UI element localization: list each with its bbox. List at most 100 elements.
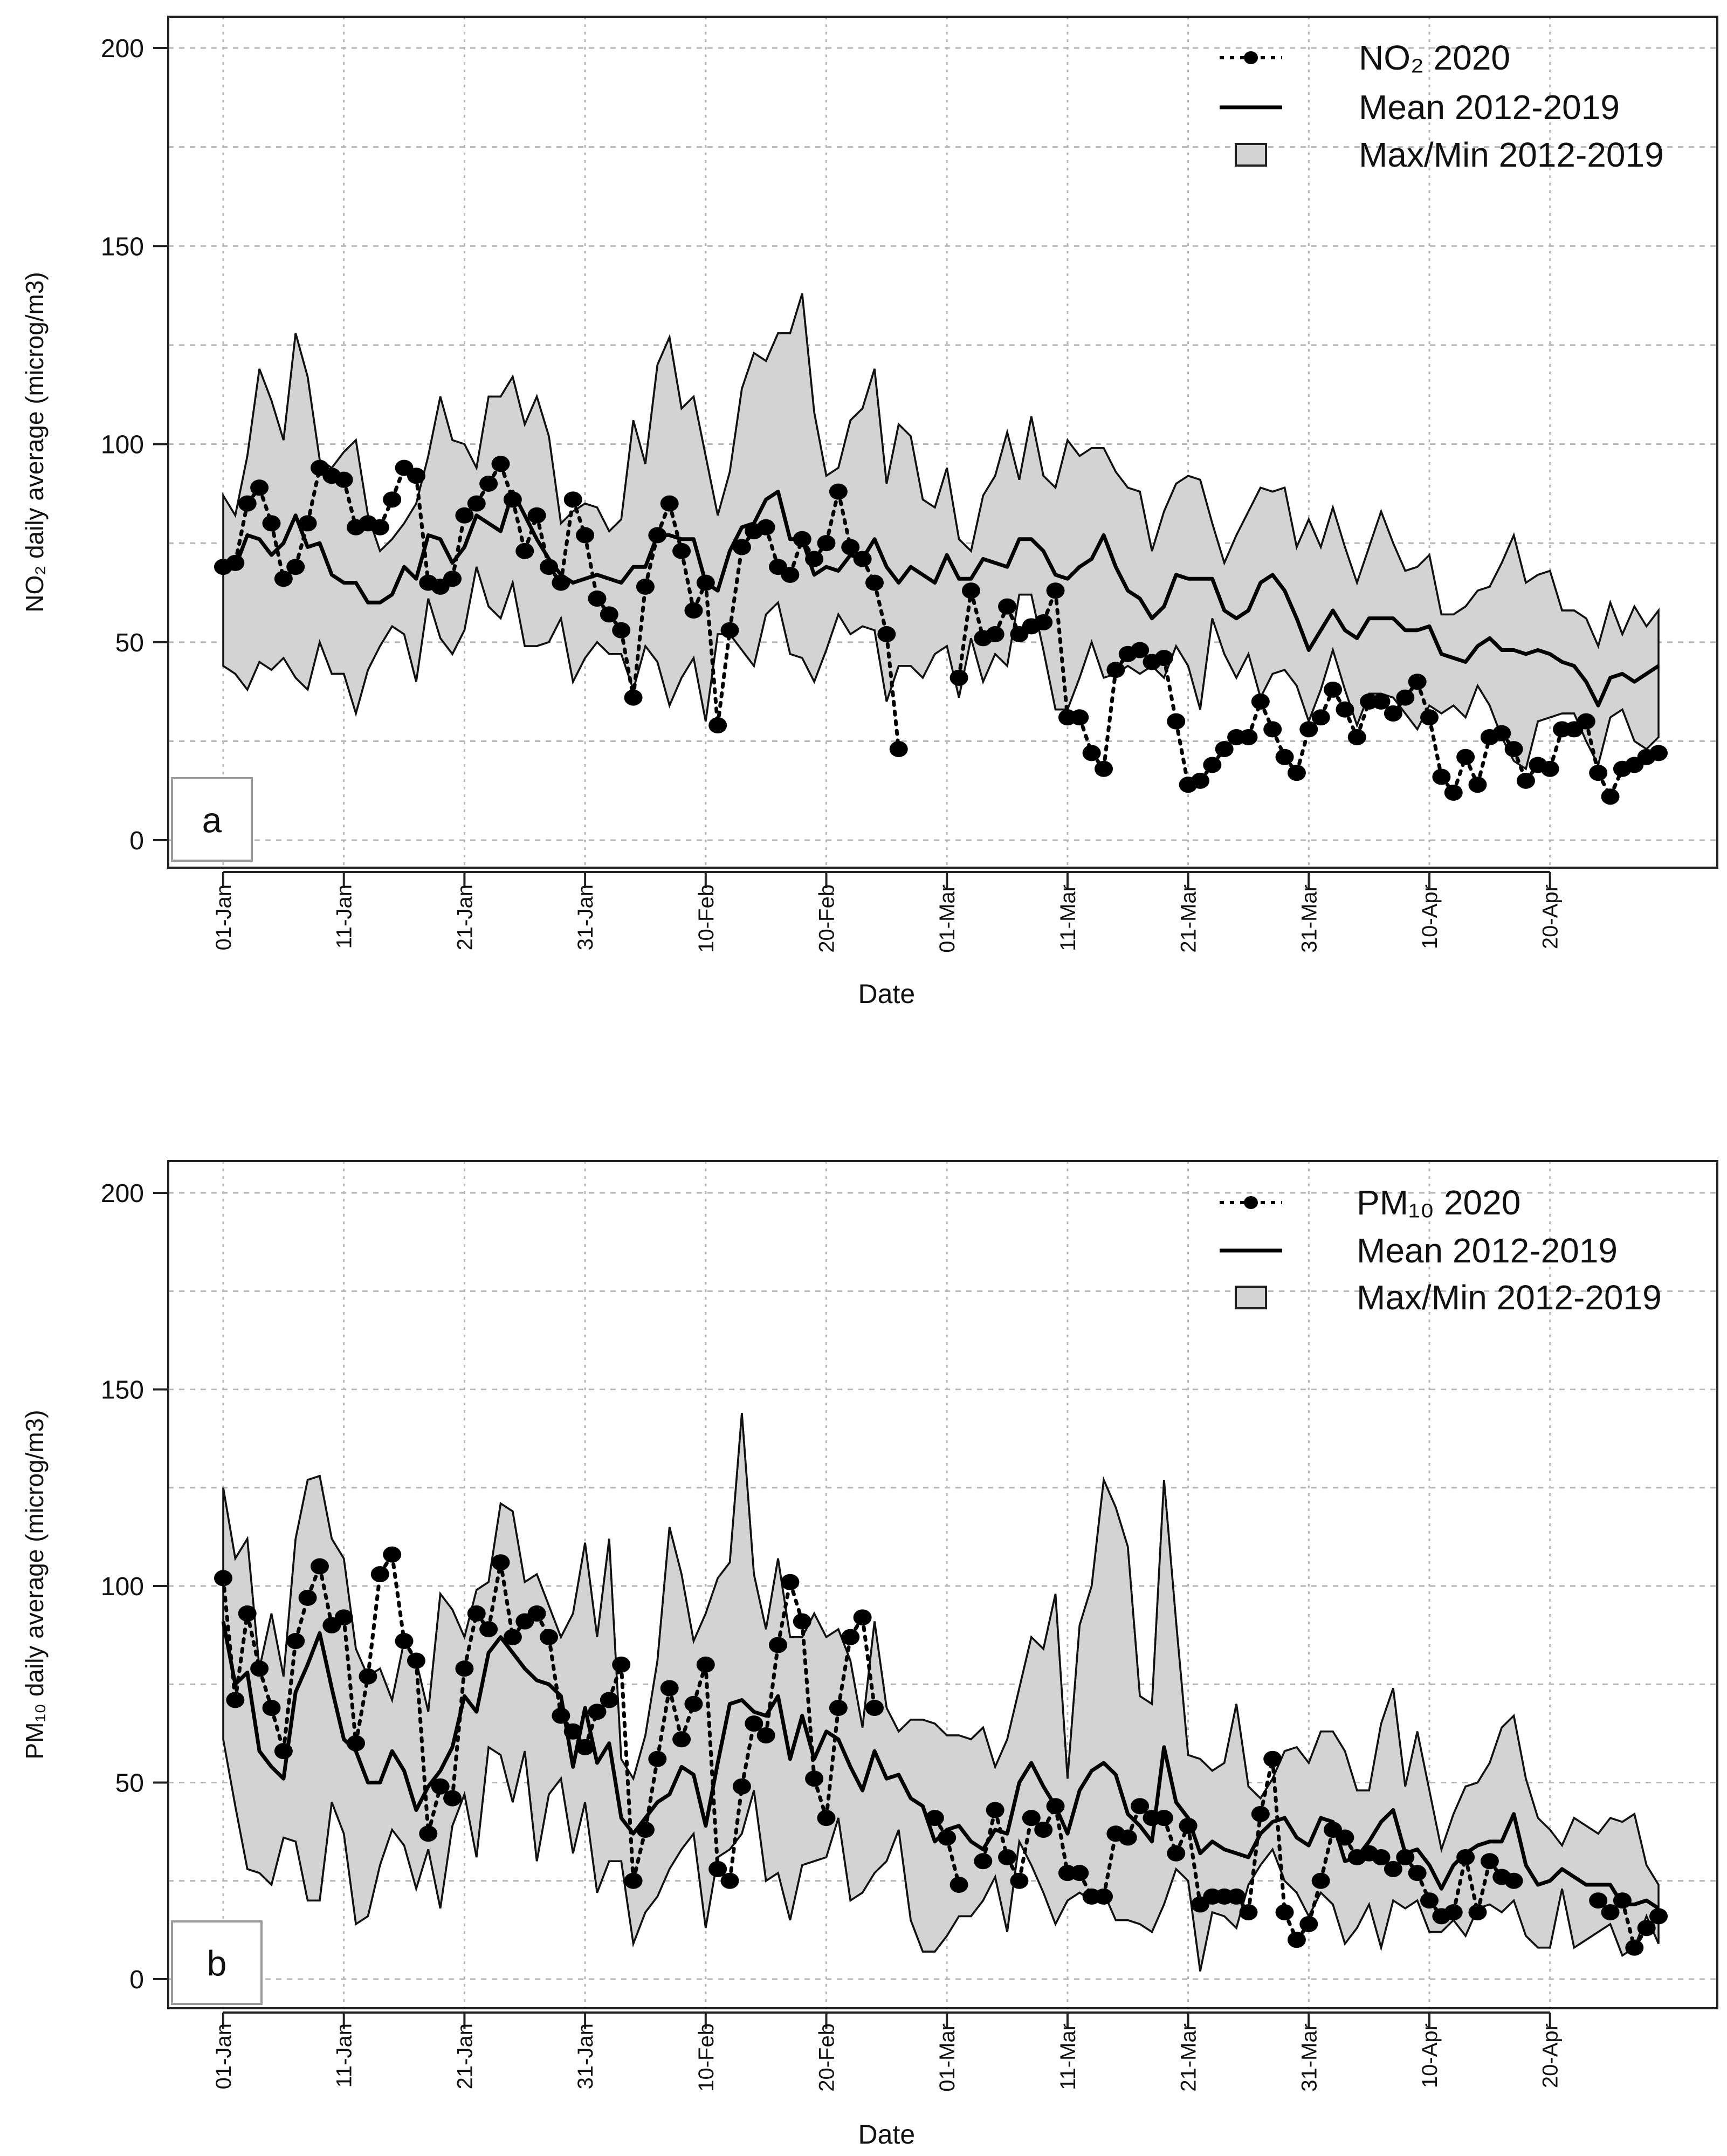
- series-2020-segment: [535, 513, 551, 569]
- series-2020-segment: [1427, 715, 1443, 779]
- series-2020-segment: [342, 1615, 358, 1746]
- data-point-2020: [781, 566, 800, 583]
- data-point-2020: [1311, 709, 1330, 726]
- data-point-2020: [769, 1637, 788, 1653]
- data-point-2020: [853, 1609, 872, 1626]
- data-point-2020: [1275, 1904, 1294, 1921]
- y-tick-label: 0: [129, 827, 144, 855]
- series-2020-segment: [1017, 1816, 1034, 1883]
- data-point-2020: [1167, 713, 1186, 730]
- data-point-2020: [986, 626, 1004, 643]
- data-point-2020: [539, 559, 558, 575]
- data-point-2020: [1010, 1872, 1029, 1889]
- data-point-2020: [1046, 1798, 1065, 1815]
- data-point-2020: [1468, 1904, 1487, 1921]
- series-2020-segment: [354, 1674, 370, 1746]
- data-point-2020: [1263, 721, 1282, 738]
- x-tick-label: 01-Jan: [212, 2023, 236, 2089]
- series-2020-segment: [619, 628, 636, 700]
- data-point-2020: [1239, 1904, 1258, 1921]
- y-tick-label: 100: [101, 431, 144, 459]
- data-point-2020: [226, 554, 245, 571]
- data-point-2020: [334, 471, 353, 488]
- data-point-2020: [1022, 1810, 1041, 1827]
- data-point-2020: [1263, 1750, 1282, 1767]
- data-point-2020: [274, 1743, 293, 1760]
- series-2020-segment: [257, 1666, 273, 1710]
- data-point-2020: [805, 1770, 824, 1787]
- x-tick-label: 01-Jan: [212, 884, 236, 950]
- series-2020-segment: [668, 1686, 684, 1741]
- data-point-2020: [515, 543, 534, 559]
- series-2020-segment: [800, 1619, 816, 1781]
- data-point-2020: [998, 598, 1017, 615]
- series-2020-segment: [679, 549, 696, 613]
- x-tick-label: 20-Apr: [1539, 884, 1563, 949]
- data-point-2020: [431, 1778, 450, 1795]
- legend-2020-point-icon: [1244, 1196, 1258, 1209]
- panel-label: a: [202, 800, 222, 840]
- data-point-2020: [455, 1660, 474, 1677]
- series-2020-segment: [824, 490, 841, 545]
- data-point-2020: [383, 1546, 402, 1563]
- data-point-2020: [1601, 1904, 1620, 1921]
- max-min-band: [222, 293, 1660, 771]
- data-point-2020: [949, 1877, 968, 1893]
- data-point-2020: [370, 519, 389, 535]
- y-tick-label: 50: [115, 629, 144, 657]
- data-point-2020: [1372, 693, 1391, 710]
- x-tick-label: 11-Mar: [1056, 884, 1080, 951]
- data-point-2020: [1287, 765, 1306, 781]
- data-point-2020: [1504, 741, 1523, 758]
- panel-label-box: [171, 1920, 263, 2005]
- data-point-2020: [1324, 681, 1343, 698]
- data-point-2020: [274, 571, 293, 587]
- data-point-2020: [1179, 1817, 1198, 1834]
- series-2020-segment: [836, 490, 852, 549]
- legend-label: Max/Min 2012-2019: [1357, 1278, 1662, 1317]
- data-point-2020: [1167, 1845, 1186, 1862]
- x-axis-title: Date: [858, 2119, 916, 2150]
- series-2020-segment: [861, 1615, 877, 1710]
- data-point-2020: [467, 1605, 486, 1622]
- x-tick-label: 01-Mar: [935, 884, 959, 953]
- series-2020-segment: [547, 1635, 563, 1718]
- series-2020-segment: [511, 497, 527, 553]
- data-point-2020: [1215, 741, 1234, 758]
- x-tick-label: 31-Jan: [574, 2023, 597, 2089]
- data-point-2020: [600, 606, 618, 623]
- x-tick-label: 21-Jan: [453, 2023, 477, 2089]
- data-point-2020: [539, 1629, 558, 1645]
- data-point-2020: [467, 495, 486, 512]
- x-tick-label: 10-Apr: [1418, 884, 1442, 949]
- series-2020-segment: [691, 1663, 708, 1706]
- data-point-2020: [961, 582, 980, 599]
- data-point-2020: [829, 1699, 848, 1716]
- data-point-2020: [552, 574, 570, 591]
- series-2020-segment: [631, 1828, 648, 1883]
- data-point-2020: [889, 741, 908, 758]
- data-point-2020: [732, 1778, 751, 1795]
- legend-label: Max/Min 2012-2019: [1359, 135, 1664, 174]
- legend-band-swatch-icon: [1235, 1286, 1267, 1309]
- data-point-2020: [1432, 768, 1451, 785]
- data-point-2020: [443, 1790, 462, 1807]
- data-point-2020: [672, 1731, 691, 1748]
- data-point-2020: [383, 491, 402, 508]
- data-point-2020: [1046, 582, 1065, 599]
- series-2020-segment: [764, 1643, 780, 1738]
- series-2020-segment: [1162, 656, 1178, 724]
- data-point-2020: [1516, 772, 1535, 789]
- data-point-2020: [1577, 713, 1595, 730]
- series-2020-segment: [1054, 588, 1070, 719]
- data-point-2020: [214, 1570, 232, 1587]
- data-point-2020: [1311, 1872, 1330, 1889]
- data-point-2020: [491, 1554, 510, 1571]
- series-2020-segment: [836, 1635, 852, 1710]
- y-tick-label: 0: [129, 1966, 144, 1994]
- data-point-2020: [359, 1668, 377, 1685]
- data-point-2020: [1131, 1798, 1150, 1815]
- x-tick-label: 11-Jan: [333, 884, 356, 949]
- series-2020-segment: [559, 497, 575, 585]
- series-2020-segment: [583, 533, 599, 601]
